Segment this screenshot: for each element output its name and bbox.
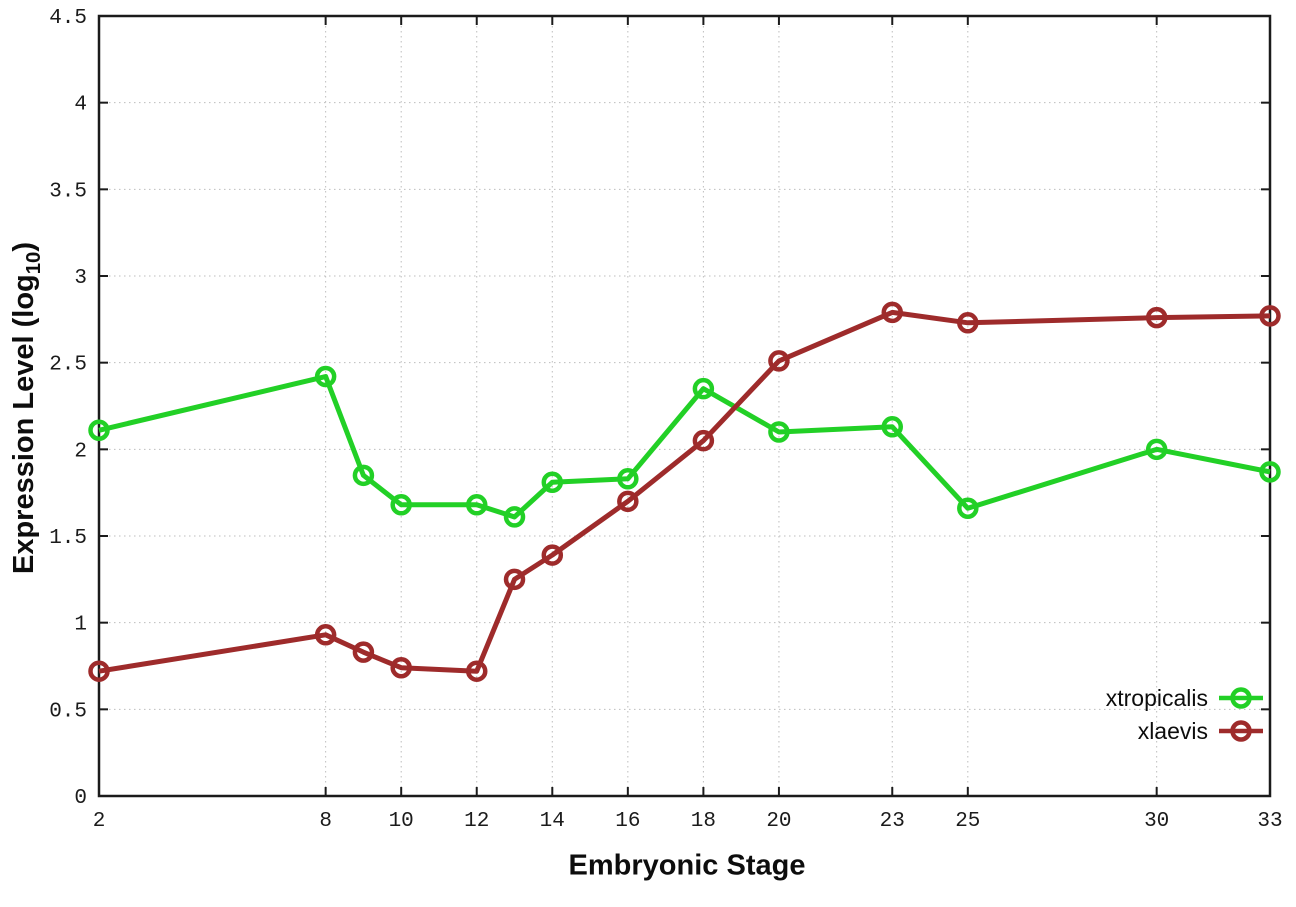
legend-label-xtropicalis: xtropicalis: [1105, 685, 1208, 711]
y-axis-title: Expression Level (log10): [8, 242, 46, 574]
x-tick-label: 2: [93, 810, 106, 833]
y-tick-label: 4.5: [49, 7, 87, 30]
y-axis-title-suffix: ): [8, 242, 41, 252]
xtropicalis-point-marker: [957, 497, 979, 520]
x-tick-label: 10: [389, 810, 414, 833]
xtropicalis-point-marker: [465, 494, 488, 516]
x-tick-label: 18: [691, 810, 716, 833]
xlaevis-point-marker: [617, 490, 639, 513]
xlaevis-point-marker: [692, 429, 715, 452]
y-tick-label: 3.5: [49, 180, 87, 203]
xtropicalis-line: [98, 374, 1271, 520]
xtropicalis-point-marker: [1145, 438, 1168, 461]
xlaevis-point-marker: [1259, 305, 1281, 327]
xtropicalis-point-marker: [390, 494, 412, 516]
y-tick-label: 2: [74, 440, 87, 463]
legend-item-xlaevis: xlaevis: [1138, 718, 1264, 744]
xtropicalis-point-marker: [314, 365, 337, 388]
xtropicalis-point-marker: [692, 377, 715, 400]
x-tick-label: 8: [319, 810, 332, 833]
plot-border: [97, 14, 1272, 798]
x-tick-label: 12: [464, 810, 489, 833]
xlaevis-point-marker: [352, 641, 375, 663]
xlaevis-point-marker: [503, 568, 526, 591]
x-tick-label: 20: [766, 810, 791, 833]
y-tick-label: 1.5: [49, 527, 87, 550]
legend: xtropicalis xlaevis: [1106, 685, 1264, 744]
x-tick-label: 33: [1257, 810, 1282, 833]
xlaevis-point-marker: [768, 350, 790, 372]
xtropicalis-point-marker: [503, 506, 526, 528]
xlaevis-point-marker: [881, 301, 904, 324]
xlaevis-point-marker: [88, 660, 110, 682]
x-tick-label: 14: [540, 810, 565, 833]
x-tick-label: 23: [880, 810, 905, 833]
x-tick-label: 30: [1144, 810, 1169, 833]
xlaevis-point-marker: [541, 544, 564, 566]
y-axis-title-text: Expression Level (log: [8, 274, 41, 574]
xlaevis-series-marker-icon: [1219, 720, 1263, 742]
x-axis-title: Embryonic Stage: [568, 849, 806, 882]
xtropicalis-point-marker: [1259, 461, 1281, 483]
xlaevis-point-marker: [1145, 306, 1168, 329]
xtropicalis-point-marker: [88, 419, 110, 442]
xlaevis-point-marker: [465, 660, 488, 682]
xtropicalis-point-marker: [541, 471, 564, 494]
legend-item-xtropicalis: xtropicalis: [1106, 685, 1264, 711]
x-tick-label: 25: [955, 810, 980, 833]
y-tick-label: 2.5: [49, 354, 87, 377]
y-tick-label: 4: [74, 94, 87, 117]
xlaevis-point-marker: [314, 624, 337, 646]
y-tick-label: 0: [74, 787, 87, 810]
xtropicalis-point-marker: [617, 468, 639, 490]
y-tick-label: 1: [74, 614, 87, 637]
xtropicalis-point-marker: [768, 421, 790, 443]
xtropicalis-point-marker: [881, 416, 904, 438]
y-tick-label: 0.5: [49, 700, 87, 723]
x-tick-label: 16: [615, 810, 640, 833]
xlaevis-point-marker: [390, 656, 412, 679]
y-axis-title-subscript: 10: [22, 251, 45, 275]
y-tick-label: 3: [74, 267, 87, 290]
xtropicalis-point-marker: [352, 464, 375, 487]
xlaevis-line: [98, 309, 1271, 674]
legend-label-xlaevis: xlaevis: [1137, 718, 1208, 744]
xlaevis-point-marker: [957, 312, 979, 334]
xtropicalis-series-marker-icon: [1219, 687, 1263, 709]
